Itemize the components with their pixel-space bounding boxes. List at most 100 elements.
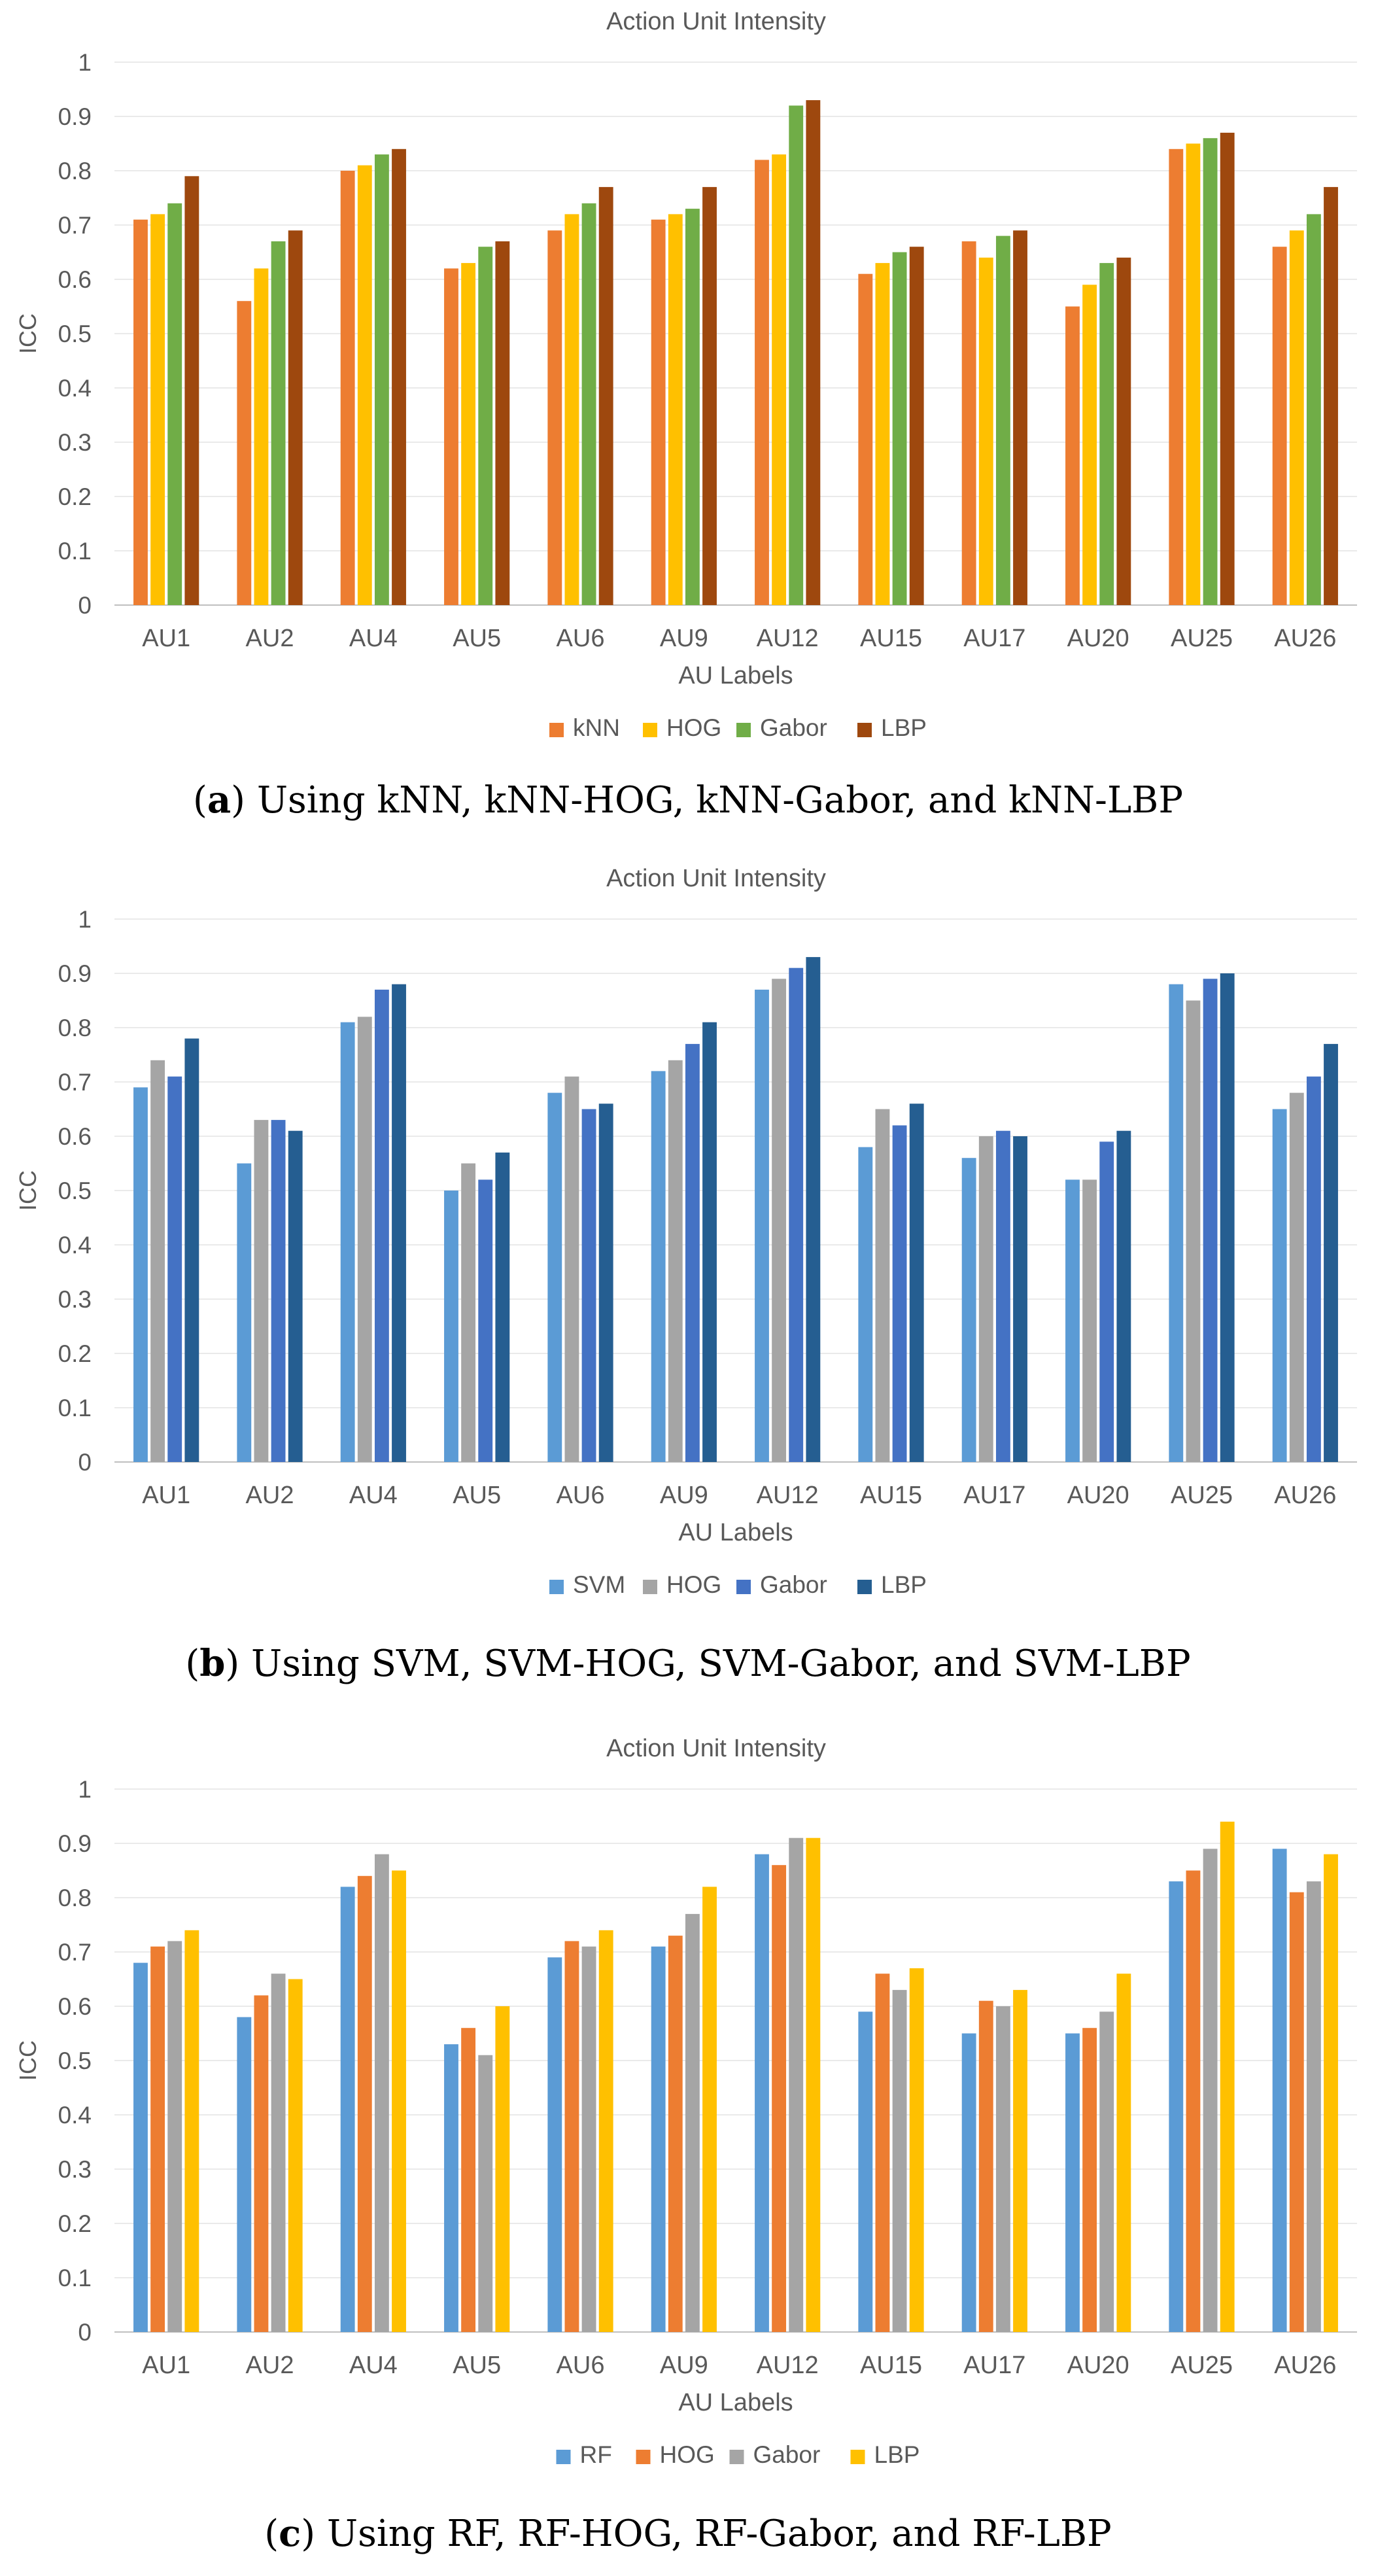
bar-rf-au5 <box>444 2044 458 2332</box>
bar-rf-au9 <box>651 1946 666 2332</box>
bar-hog-au1 <box>150 1946 165 2332</box>
legend-swatch-gabor <box>729 2450 744 2464</box>
bar-gabor-au5 <box>478 2055 493 2332</box>
bar-gabor-au20 <box>1099 1141 1114 1462</box>
bar-hog-au6 <box>564 1076 579 1462</box>
x-axis-label: AU Labels <box>678 2389 793 2416</box>
bar-hog-au26 <box>1289 1092 1304 1462</box>
bar-hog-au4 <box>357 165 372 605</box>
chart-panel-a: Action Unit Intensity 0 0.1 0.2 0.3 0.4 0.5 0.6… <box>0 0 1376 850</box>
y-tick-label: 0.2 <box>58 1340 92 1367</box>
y-tick-label: 0.1 <box>58 538 92 565</box>
bar-knn-au1 <box>133 219 148 605</box>
bar-lbp-au2 <box>288 230 303 605</box>
bar-lbp-au25 <box>1220 1821 1235 2332</box>
bar-hog-au5 <box>461 2028 476 2332</box>
x-tick-label: AU20 <box>1067 1482 1129 1509</box>
caption-a-label: a <box>207 778 232 822</box>
x-tick-label: AU1 <box>142 1482 190 1509</box>
bar-lbp-au5 <box>495 2006 510 2332</box>
y-axis-label: ICC <box>14 2040 41 2081</box>
legend-label-rf: RF <box>580 2441 612 2468</box>
bar-gabor-au5 <box>478 247 493 605</box>
chart-panel-b: Action Unit Intensity 0 0.1 0.2 0.3 0.4 0.5 0.6… <box>0 857 1376 1707</box>
bar-hog-au2 <box>254 1120 269 1462</box>
bar-hog-au20 <box>1082 2028 1097 2332</box>
x-tick-label: AU20 <box>1067 2352 1129 2379</box>
x-tick-label: AU4 <box>349 2352 398 2379</box>
bar-rf-au2 <box>237 2017 252 2332</box>
bar-hog-au15 <box>875 263 890 606</box>
bar-hog-au17 <box>978 2000 993 2332</box>
bar-hog-au25 <box>1186 1000 1201 1462</box>
bar-lbp-au17 <box>1013 1136 1027 1462</box>
y-tick-label: 0.4 <box>58 375 92 402</box>
caption-c-label: c <box>279 2512 301 2555</box>
bar-gabor-au26 <box>1306 1881 1321 2332</box>
legend: SVM HOG Gabor LBP <box>549 1571 927 1598</box>
y-tick-label: 0.5 <box>58 1177 92 1204</box>
bar-svm-au15 <box>858 1147 873 1462</box>
x-tick-label: AU2 <box>246 2352 294 2379</box>
legend-label-gabor: Gabor <box>753 2441 821 2468</box>
bar-lbp-au15 <box>909 247 924 605</box>
bar-rf-au17 <box>961 2033 976 2332</box>
x-tick-label: AU15 <box>860 625 922 652</box>
bar-hog-au25 <box>1186 1870 1201 2332</box>
bar-knn-au17 <box>961 241 976 605</box>
bar-gabor-au5 <box>478 1179 493 1462</box>
legend-label-knn: kNN <box>573 714 620 741</box>
bar-gabor-au9 <box>685 1913 700 2332</box>
x-tick-label: AU26 <box>1274 625 1336 652</box>
y-tick-label: 0.5 <box>58 321 92 347</box>
bar-lbp-au5 <box>495 241 510 605</box>
legend-swatch-rf <box>556 2450 571 2464</box>
bar-hog-au9 <box>668 1936 683 2332</box>
x-tick-label: AU26 <box>1274 1482 1336 1509</box>
bar-gabor-au4 <box>374 1854 389 2332</box>
bar-gabor-au1 <box>167 1076 182 1462</box>
legend-swatch-lbp <box>850 2450 865 2464</box>
bar-svm-au9 <box>651 1071 666 1462</box>
legend-swatch-hog <box>643 1580 657 1594</box>
bar-gabor-au25 <box>1203 138 1218 605</box>
bar-svm-au6 <box>547 1092 562 1462</box>
bar-hog-au12 <box>772 979 787 1462</box>
y-tick-label: 0.9 <box>58 1830 92 1857</box>
bar-lbp-au26 <box>1324 186 1338 605</box>
bar-lbp-au20 <box>1116 257 1131 605</box>
caption-a: (a) Using kNN, kNN-HOG, kNN-Gabor, and k… <box>193 778 1183 822</box>
chart-panel-c: Action Unit Intensity 0 0.1 0.2 0.3 0.4 0.5 0.6… <box>0 1727 1376 2576</box>
bar-svm-au17 <box>961 1158 976 1462</box>
bar-rf-au1 <box>133 1962 148 2332</box>
bar-hog-au9 <box>668 214 683 605</box>
bar-lbp-au4 <box>392 1870 406 2332</box>
legend-label-hog: HOG <box>666 1571 721 1598</box>
y-tick-label: 0.6 <box>58 1123 92 1150</box>
bar-rf-au25 <box>1169 1881 1184 2332</box>
bar-hog-au2 <box>254 1995 269 2332</box>
legend-swatch-lbp <box>857 1580 872 1594</box>
legend-swatch-hog <box>643 723 657 737</box>
bar-lbp-au5 <box>495 1152 510 1462</box>
legend-label-gabor: Gabor <box>760 1571 827 1598</box>
x-axis-label: AU Labels <box>678 662 793 689</box>
bar-lbp-au25 <box>1220 132 1235 605</box>
x-tick-label: AU25 <box>1171 1482 1233 1509</box>
legend-label-gabor: Gabor <box>760 714 827 741</box>
x-tick-label: AU9 <box>660 625 708 652</box>
y-tick-label: 0.3 <box>58 429 92 456</box>
x-tick-label: AU5 <box>453 1482 501 1509</box>
caption-c-text: Using RF, RF-HOG, RF-Gabor, and RF-LBP <box>326 2513 1112 2555</box>
bar-lbp-au26 <box>1324 1854 1338 2332</box>
bar-hog-au6 <box>564 1941 579 2332</box>
bar-hog-au1 <box>150 214 165 605</box>
bar-hog-au26 <box>1289 230 1304 605</box>
x-tick-label: AU15 <box>860 1482 922 1509</box>
bar-hog-au4 <box>357 1875 372 2332</box>
caption-c: (c) Using RF, RF-HOG, RF-Gabor, and RF-L… <box>264 2512 1112 2555</box>
bar-gabor-au2 <box>271 1120 286 1462</box>
bar-hog-au6 <box>564 214 579 605</box>
bar-hog-au17 <box>978 1136 993 1462</box>
x-tick-label: AU12 <box>757 1482 819 1509</box>
